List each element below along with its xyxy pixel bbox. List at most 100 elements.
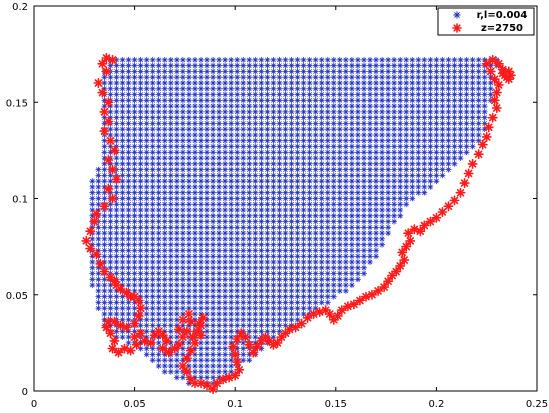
- region-point: [342, 137, 349, 144]
- region-point: [179, 56, 186, 63]
- region-point: [246, 357, 253, 364]
- region-point: [397, 120, 404, 127]
- region-point: [294, 91, 301, 98]
- region-point: [360, 258, 368, 266]
- region-point: [276, 299, 283, 306]
- region-point: [439, 114, 446, 121]
- region-point: [216, 178, 223, 185]
- region-point: [385, 62, 392, 69]
- region-point: [179, 264, 186, 271]
- region-point: [210, 368, 217, 375]
- region-point: [403, 74, 410, 81]
- region-point: [294, 218, 301, 225]
- region-point: [270, 253, 277, 260]
- region-point: [445, 160, 452, 167]
- region-point: [113, 328, 120, 335]
- y-tick-label: 0.2: [12, 2, 28, 13]
- region-point: [240, 108, 247, 115]
- region-point: [324, 195, 331, 202]
- region-point: [415, 131, 422, 139]
- region-point: [203, 160, 211, 167]
- region-point: [240, 74, 247, 81]
- region-point: [149, 293, 156, 300]
- region-point: [463, 149, 470, 156]
- region-point: [475, 103, 482, 110]
- region-point: [197, 276, 205, 283]
- region-point: [167, 62, 174, 69]
- region-point: [336, 149, 343, 156]
- region-point: [288, 131, 295, 139]
- region-point: [252, 85, 259, 92]
- region-point: [360, 126, 368, 133]
- region-point: [101, 218, 108, 225]
- region-point: [89, 282, 96, 289]
- region-point: [276, 310, 283, 318]
- region-point: [131, 143, 138, 150]
- region-point: [240, 235, 247, 242]
- region-point: [191, 131, 199, 139]
- region-point: [210, 328, 217, 335]
- region-point: [475, 85, 482, 92]
- region-point: [409, 137, 416, 144]
- region-point: [246, 56, 253, 63]
- region-point: [143, 155, 150, 162]
- region-point: [222, 62, 229, 69]
- region-point: [119, 310, 126, 318]
- boundary-point: [379, 282, 390, 293]
- region-point: [161, 201, 168, 208]
- region-point: [107, 253, 114, 260]
- region-point: [403, 201, 410, 208]
- region-point: [403, 178, 410, 185]
- region-point: [385, 178, 392, 185]
- region-point: [143, 183, 150, 190]
- region-point: [258, 149, 265, 156]
- region-point: [131, 264, 138, 271]
- region-point: [197, 143, 205, 150]
- region-point: [210, 160, 217, 167]
- region-point: [294, 282, 301, 289]
- region-point: [155, 74, 162, 81]
- region-point: [457, 108, 464, 115]
- region-point: [216, 276, 223, 283]
- region-point: [427, 114, 434, 121]
- region-point: [228, 91, 235, 98]
- region-point: [306, 293, 313, 300]
- region-point: [246, 62, 253, 69]
- region-point: [149, 183, 156, 190]
- region-point: [445, 166, 452, 173]
- region-point: [185, 235, 192, 242]
- region-point: [360, 230, 368, 237]
- region-point: [264, 172, 271, 179]
- region-point: [451, 74, 458, 81]
- region-point: [179, 230, 186, 237]
- region-point: [222, 91, 229, 98]
- region-point: [445, 126, 452, 133]
- region-point: [191, 114, 199, 121]
- region-point: [282, 126, 289, 133]
- region-point: [203, 374, 211, 381]
- region-point: [270, 172, 277, 179]
- boundary-point: [324, 308, 335, 320]
- region-point: [312, 189, 319, 196]
- region-point: [427, 166, 434, 173]
- region-point: [360, 224, 368, 231]
- region-point: [113, 155, 120, 162]
- region-point: [197, 108, 205, 115]
- region-point: [125, 56, 132, 63]
- region-point: [306, 276, 313, 283]
- region-point: [270, 230, 277, 237]
- region-point: [427, 97, 434, 104]
- region-point: [354, 80, 361, 86]
- region-point: [228, 155, 235, 162]
- region-point: [270, 126, 277, 133]
- region-point: [306, 56, 313, 63]
- region-point: [161, 62, 168, 69]
- x-tick-label: 0.1: [227, 399, 243, 410]
- region-point: [149, 218, 156, 225]
- region-point: [264, 253, 271, 260]
- region-point: [167, 137, 174, 144]
- region-point: [228, 206, 235, 214]
- region-point: [294, 143, 301, 150]
- region-point: [336, 276, 343, 283]
- region-point: [119, 137, 126, 144]
